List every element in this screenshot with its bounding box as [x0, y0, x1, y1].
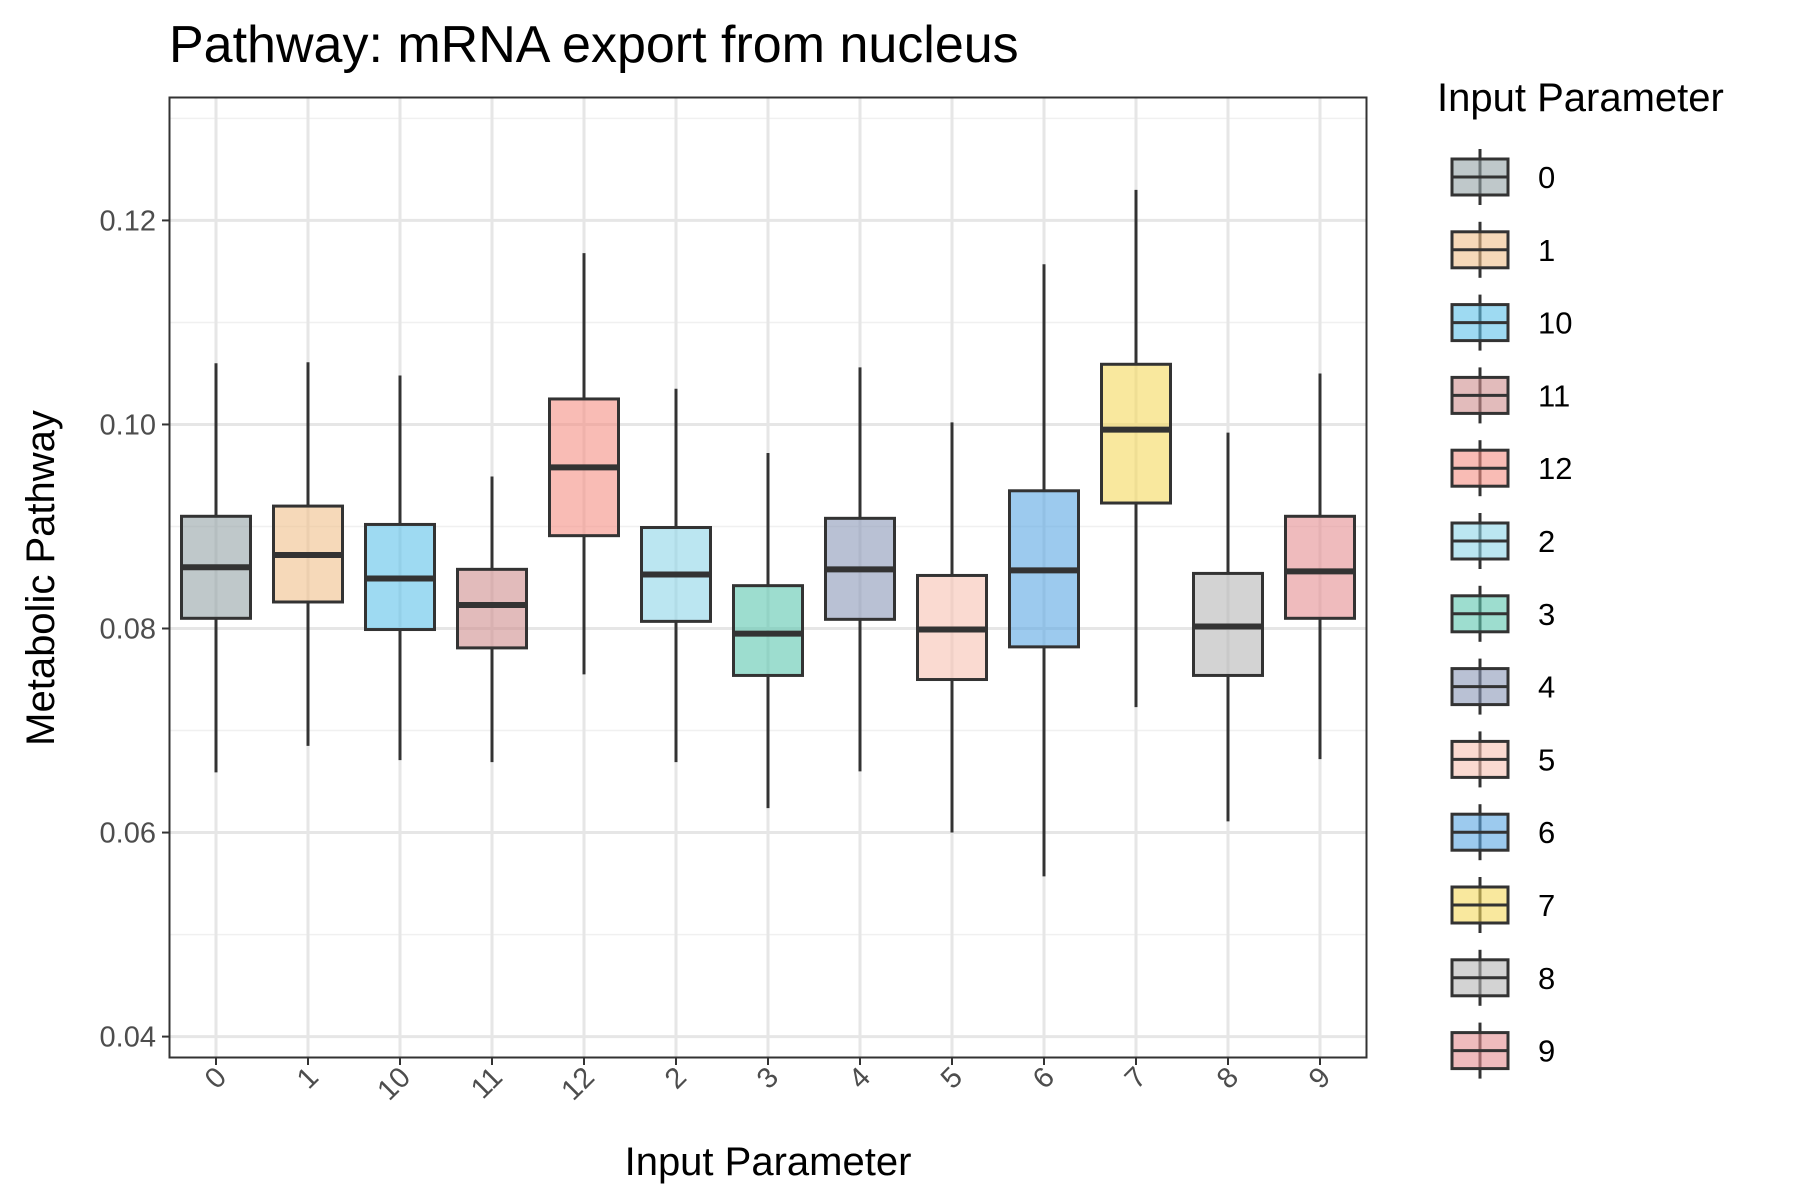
boxes — [180, 189, 1356, 877]
legend-label: 4 — [1538, 670, 1555, 705]
legend-item-5: 5 — [1450, 731, 1555, 788]
x-tick-label: 11 — [465, 1061, 509, 1105]
x-tick-label: 1 — [291, 1061, 325, 1095]
x-tick-label: 9 — [1303, 1061, 1337, 1095]
legend-label: 9 — [1538, 1034, 1555, 1069]
y-tick-label: 0.12 — [100, 205, 156, 237]
legend-item-0: 0 — [1450, 149, 1555, 205]
legend-label: 6 — [1538, 815, 1555, 850]
legend-item-9: 9 — [1450, 1022, 1555, 1079]
x-tick-label: 12 — [556, 1061, 601, 1106]
x-tick-label: 5 — [935, 1061, 969, 1095]
x-tick-label: 3 — [751, 1061, 785, 1095]
legend-title: Input Parameter — [1437, 76, 1724, 120]
legend-item-1: 1 — [1450, 221, 1555, 278]
box-1 — [272, 362, 344, 746]
box-body — [1100, 362, 1172, 505]
legend-label: 11 — [1538, 378, 1570, 413]
y-axis-title: Metabolic Pathway — [19, 410, 63, 746]
x-tick-label: 7 — [1119, 1061, 1153, 1095]
y-axis: 0.04 0.06 0.08 0.10 0.12 — [100, 205, 170, 1054]
x-axis-title: Input Parameter — [625, 1140, 912, 1184]
x-tick-label: 0 — [199, 1061, 233, 1095]
legend-label: 1 — [1538, 233, 1555, 268]
box-6 — [1008, 264, 1080, 877]
x-axis: 0 1 10 11 12 2 3 4 5 6 7 8 9 — [199, 1057, 1337, 1107]
legend-item-11: 11 — [1450, 367, 1570, 424]
legend-label: 0 — [1538, 160, 1555, 195]
x-tick-label: 8 — [1211, 1061, 1245, 1095]
x-tick-label: 4 — [843, 1061, 877, 1095]
x-tick-label: 6 — [1027, 1061, 1061, 1095]
box-5 — [916, 422, 988, 833]
box-body — [732, 584, 804, 677]
y-tick-label: 0.10 — [100, 409, 156, 441]
box-12 — [548, 253, 620, 675]
y-tick-label: 0.04 — [100, 1022, 156, 1054]
legend-label: 10 — [1538, 306, 1572, 341]
legend-label: 3 — [1538, 597, 1555, 632]
chart-title: Pathway: mRNA export from nucleus — [169, 16, 1019, 74]
legend-item-8: 8 — [1450, 949, 1555, 1006]
x-tick-label: 2 — [659, 1061, 693, 1095]
box-body — [456, 567, 528, 650]
box-body — [1284, 514, 1356, 620]
legend-item-3: 3 — [1450, 585, 1555, 642]
legend-item-2: 2 — [1450, 513, 1555, 569]
box-9 — [1284, 373, 1356, 760]
legend-label: 2 — [1538, 524, 1555, 559]
legend-label: 7 — [1538, 888, 1555, 923]
legend-item-10: 10 — [1450, 294, 1572, 351]
x-tick-label: 10 — [372, 1061, 417, 1106]
box-8 — [1192, 432, 1264, 822]
y-tick-label: 0.08 — [100, 614, 156, 646]
legend-item-12: 12 — [1450, 440, 1572, 497]
box-0 — [180, 363, 252, 773]
legend-item-7: 7 — [1450, 877, 1555, 933]
legend-item-6: 6 — [1450, 804, 1555, 861]
box-10 — [364, 375, 436, 761]
box-3 — [732, 453, 804, 809]
legend-label: 5 — [1538, 742, 1555, 777]
legend: Input Parameter 0 1 10 11 12 2 3 4 5 6 7 8 9 — [1437, 76, 1724, 1079]
box-11 — [456, 476, 528, 763]
legend-item-4: 4 — [1450, 658, 1555, 715]
legend-label: 12 — [1538, 451, 1572, 486]
box-2 — [640, 388, 712, 763]
box-4 — [824, 367, 896, 772]
y-tick-label: 0.06 — [100, 818, 156, 850]
box-7 — [1100, 189, 1172, 708]
legend-label: 8 — [1538, 961, 1555, 996]
